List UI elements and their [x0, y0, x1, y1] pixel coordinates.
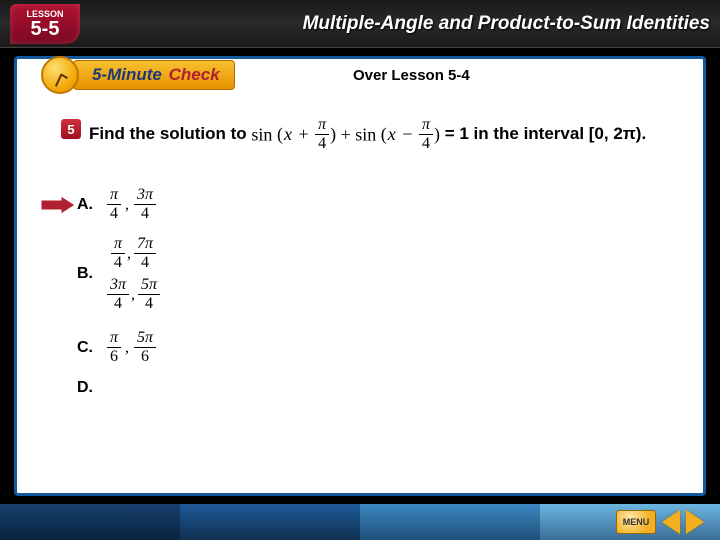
- eq-var-2: x: [388, 122, 396, 146]
- banner-label: 5-Minute Check: [73, 60, 235, 90]
- over-lesson-label: Over Lesson 5-4: [353, 67, 470, 84]
- eq-frac2-n: π: [419, 117, 433, 135]
- answer-c-label: C.: [77, 339, 107, 357]
- answer-b[interactable]: B. π4, 7π4 3π4, 5π4: [77, 236, 160, 312]
- page-title: Multiple-Angle and Product-to-Sum Identi…: [303, 13, 710, 35]
- eq-frac2-d: 4: [422, 135, 430, 152]
- eq-fn-1: sin: [251, 124, 272, 144]
- answer-a[interactable]: A. π4, 3π4: [77, 187, 160, 222]
- lesson-badge: LESSON 5-5: [10, 4, 80, 44]
- answer-list: A. π4, 3π4 B. π4, 7π4 3π4, 5π4 C.: [77, 187, 160, 411]
- selection-pointer-icon: [41, 196, 75, 214]
- clock-icon: [41, 56, 79, 94]
- eq-op-2: −: [402, 122, 412, 146]
- lesson-label: LESSON: [26, 9, 63, 19]
- answer-b-label: B.: [77, 265, 107, 283]
- lesson-number: 5-5: [31, 19, 60, 39]
- eq-fn-2: sin: [355, 124, 376, 144]
- footer-gradient: [0, 504, 720, 540]
- prev-button[interactable]: [662, 510, 680, 534]
- eq-var-1: x: [284, 122, 292, 146]
- question-suffix: = 1 in the interval [0, 2π).: [445, 124, 647, 143]
- menu-button[interactable]: MENU: [616, 510, 656, 534]
- answer-c[interactable]: C. π6, 5π6: [77, 330, 160, 365]
- answer-d[interactable]: D.: [77, 379, 160, 397]
- banner-text-1: 5-Minute: [92, 65, 162, 85]
- nav-controls: MENU: [616, 510, 704, 534]
- eq-frac1-n: π: [315, 117, 329, 135]
- banner-text-2: Check: [169, 65, 220, 85]
- question-prefix: Find the solution to: [89, 124, 251, 143]
- five-minute-check-banner: 5-Minute Check: [41, 55, 235, 95]
- eq-frac1-d: 4: [318, 135, 326, 152]
- answer-d-label: D.: [77, 379, 107, 397]
- content-panel: 5-Minute Check Over Lesson 5-4 5 Find th…: [14, 56, 706, 496]
- next-button[interactable]: [686, 510, 704, 534]
- question-text: Find the solution to sin (x + π4) + sin …: [89, 117, 673, 152]
- answer-b-content: π4, 7π4 3π4, 5π4: [107, 236, 160, 312]
- answer-c-content: π6, 5π6: [107, 330, 156, 365]
- answer-a-content: π4, 3π4: [107, 187, 156, 222]
- eq-op-1: +: [298, 122, 308, 146]
- answer-a-label: A.: [77, 196, 107, 214]
- equation: sin (x + π4) + sin (x − π4): [251, 117, 440, 152]
- header-bar: LESSON 5-5 Multiple-Angle and Product-to…: [0, 0, 720, 48]
- question-number-badge: 5: [61, 119, 81, 139]
